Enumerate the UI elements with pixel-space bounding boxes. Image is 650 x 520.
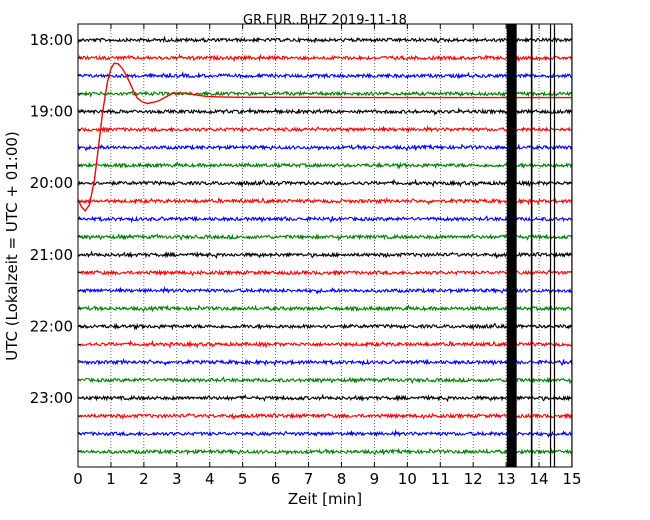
y-tick-label: 23:00: [30, 389, 73, 407]
trace-row: [78, 269, 573, 277]
x-tick-label: 4: [205, 470, 215, 488]
plot-frame: [77, 23, 573, 468]
x-tick-label: 0: [73, 470, 83, 488]
x-tick-label: 11: [431, 470, 450, 488]
x-tick-label: 9: [370, 470, 380, 488]
trace-row: [77, 90, 573, 98]
trace-row: [77, 161, 573, 170]
y-tick-label: 20:00: [30, 174, 73, 192]
trace-row: [77, 70, 572, 80]
trace-row: [77, 53, 573, 63]
event-bar: [506, 24, 517, 467]
y-tick-label: 19:00: [30, 103, 73, 121]
x-tick-label: 2: [139, 470, 149, 488]
trace-row: [77, 322, 572, 331]
y-axis: 18:00 19:00 20:00 21:00 22:00 23:00: [30, 31, 572, 453]
x-axis: 0 1 2 3 4 5 6 7 8 9 10 11 12 13 14 15: [73, 24, 582, 488]
trace-row: [77, 412, 573, 421]
trace-row: [78, 285, 572, 295]
trace-row: [77, 35, 572, 45]
x-axis-label: Zeit [min]: [288, 490, 362, 508]
chart-title: GR.FUR..BHZ 2019-11-18: [243, 13, 407, 28]
x-tick-label: 8: [337, 470, 347, 488]
trace-rows: [77, 35, 573, 456]
trace-row: [77, 196, 573, 206]
event-markers: [506, 24, 573, 467]
x-tick-label: 3: [172, 470, 182, 488]
event-bar: [549, 24, 552, 467]
x-tick-label: 10: [398, 470, 417, 488]
event-bar: [553, 24, 556, 467]
y-tick-label: 21:00: [30, 246, 73, 264]
x-tick-label: 14: [530, 470, 549, 488]
trace-row: [77, 250, 572, 260]
trace-row: [78, 304, 573, 313]
y-tick-label: 22:00: [30, 317, 73, 335]
x-tick-label: 13: [497, 470, 516, 488]
y-tick-label: 18:00: [30, 31, 73, 49]
trace-row: [77, 143, 573, 152]
trace-row: [77, 178, 572, 188]
trace-row: [77, 124, 572, 134]
trace-row: [77, 393, 572, 403]
trace-row: [77, 232, 573, 242]
trace-row: [77, 376, 572, 385]
transient-layer: [77, 62, 572, 213]
trace-row: [77, 215, 573, 224]
grid-lines: [110, 24, 540, 467]
trace-row: [77, 447, 573, 456]
trace-row: [77, 339, 573, 349]
transient-trace: [77, 62, 572, 213]
x-tick-label: 6: [271, 470, 281, 488]
x-tick-label: 1: [106, 470, 116, 488]
event-bar: [530, 24, 533, 467]
trace-row: [77, 358, 573, 367]
x-tick-label: 15: [562, 470, 581, 488]
y-axis-label: UTC (Lokalzeit = UTC + 01:00): [3, 131, 21, 361]
x-tick-label: 5: [238, 470, 248, 488]
trace-row: [77, 106, 573, 116]
x-tick-label: 7: [304, 470, 314, 488]
x-tick-label: 12: [464, 470, 483, 488]
trace-row: [77, 429, 573, 438]
